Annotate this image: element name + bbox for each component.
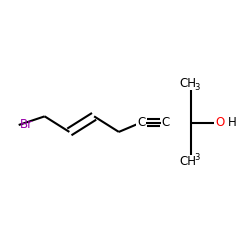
- Text: H: H: [228, 116, 237, 129]
- Text: C: C: [162, 116, 170, 129]
- Text: CH: CH: [180, 77, 196, 90]
- Text: C: C: [137, 116, 145, 129]
- Text: CH: CH: [180, 156, 196, 168]
- Text: O: O: [215, 116, 224, 129]
- Text: Br: Br: [20, 118, 33, 132]
- Text: 3: 3: [195, 82, 200, 92]
- Text: 3: 3: [195, 154, 200, 162]
